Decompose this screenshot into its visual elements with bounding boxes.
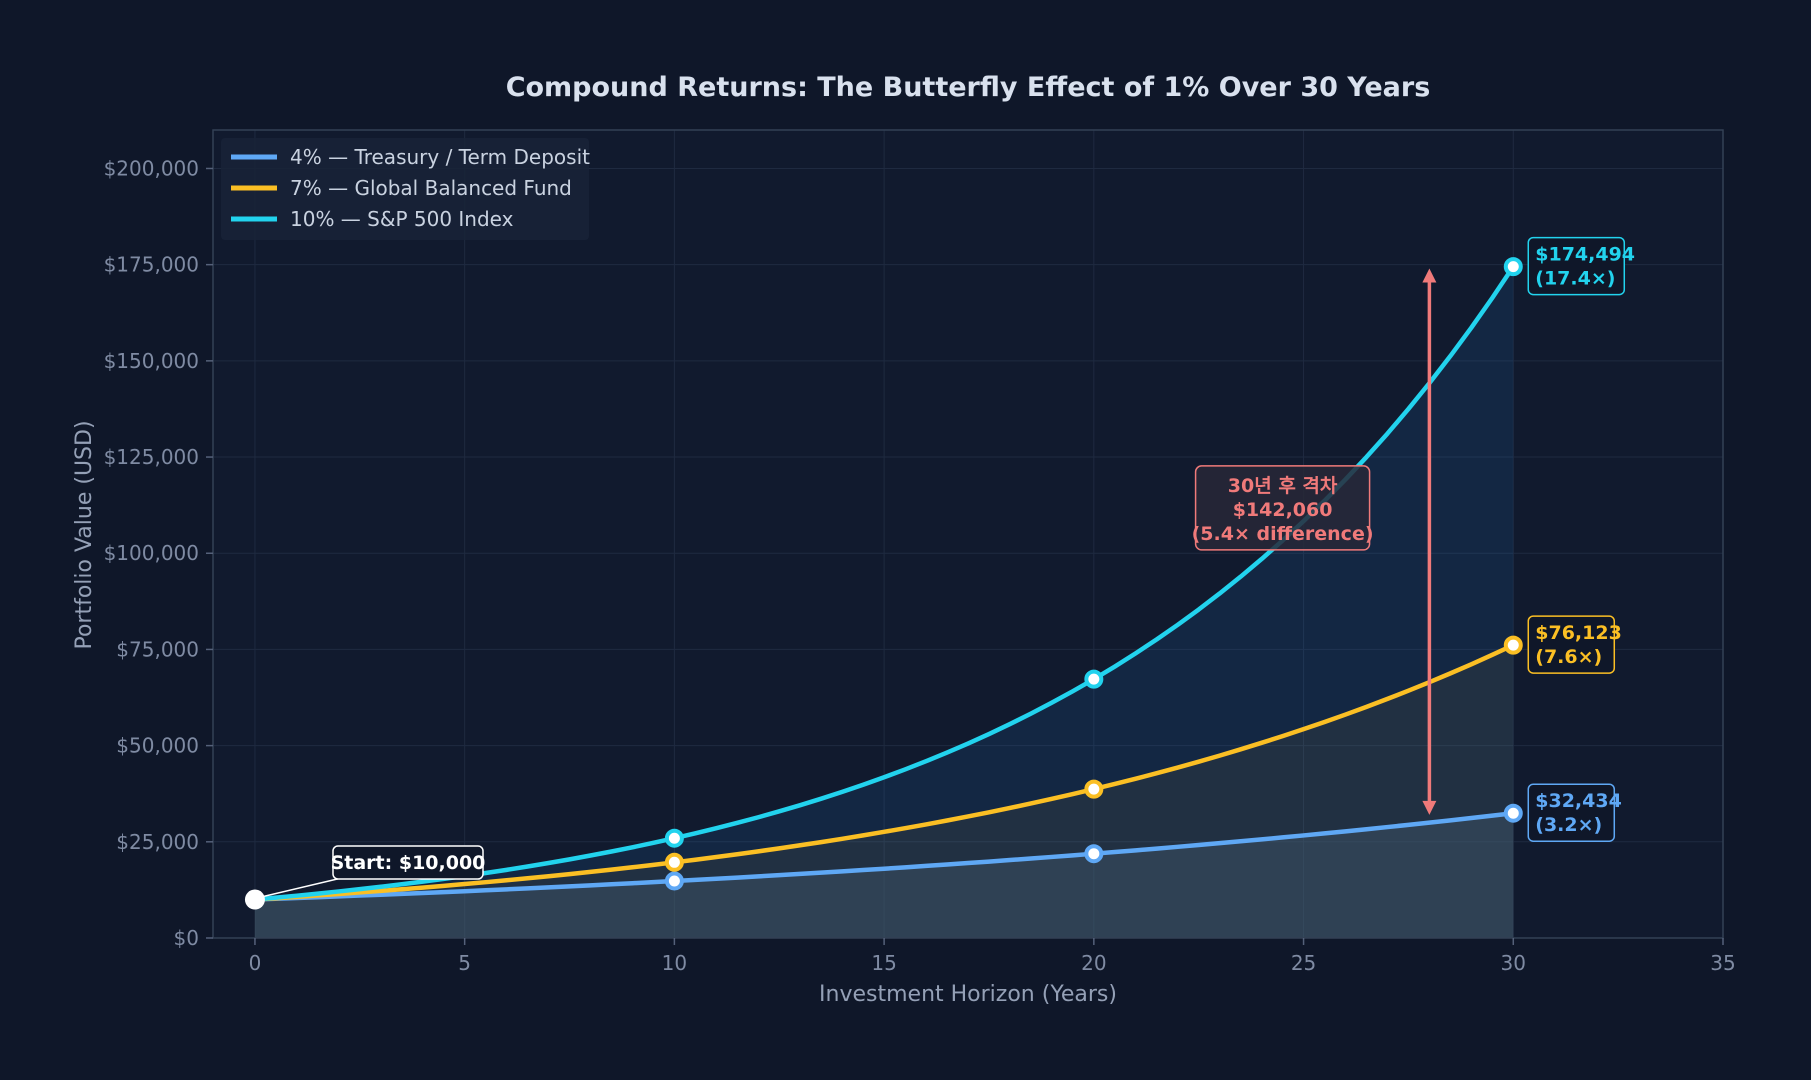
end-label-box-3 [1527, 236, 1626, 296]
end-multiple-label: (17.4×) [1535, 268, 1615, 290]
plot-frame [212, 129, 1724, 939]
series-marker [1084, 844, 1104, 864]
y-tick-label: $0 [174, 926, 199, 950]
start-label-box [332, 845, 484, 880]
end-value-label: $32,434 [1535, 790, 1622, 812]
y-tick-label: $25,000 [116, 830, 199, 854]
series-marker [664, 828, 684, 848]
legend-box [221, 138, 589, 240]
x-tick-label: 5 [458, 951, 471, 975]
x-tick-label: 25 [1291, 951, 1316, 975]
end-label-box-1 [1527, 783, 1616, 842]
legend-label: 7% — Global Balanced Fund [290, 176, 572, 200]
area-fill-1 [254, 813, 1514, 938]
area-fill-3 [254, 266, 1514, 938]
end-value-label: $174,494 [1535, 244, 1635, 266]
gap-arrow-head-top [1422, 268, 1437, 283]
y-tick-label: $100,000 [104, 541, 199, 565]
series-marker [1084, 779, 1104, 799]
series-marker [1503, 257, 1523, 277]
x-axis-label: Investment Horizon (Years) [819, 982, 1117, 1007]
series-marker [1084, 669, 1104, 689]
x-tick-label: 15 [871, 951, 896, 975]
gap-arrow-head-bottom [1422, 800, 1437, 815]
series-line-1 [252, 810, 1516, 902]
area-fill-2 [254, 645, 1514, 938]
start-leader-line [258, 875, 351, 899]
y-tick-label: $50,000 [116, 734, 199, 758]
x-tick-label: 35 [1710, 951, 1735, 975]
y-tick-label: $75,000 [116, 637, 199, 661]
gap-annotation-line: 30년 후 격차 [1228, 475, 1338, 497]
end-multiple-label: (3.2×) [1535, 814, 1602, 836]
series-line-2 [252, 642, 1516, 902]
y-tick-label: $200,000 [104, 156, 199, 180]
y-axis-label: Portfolio Value (USD) [72, 420, 97, 649]
x-tick-label: 10 [662, 951, 687, 975]
chart-title: Compound Returns: The Butterfly Effect o… [506, 72, 1431, 103]
series-marker [664, 852, 684, 872]
gap-annotation-line: $142,060 [1233, 499, 1333, 521]
legend: 4% — Treasury / Term Deposit 7% — Global … [221, 138, 590, 240]
x-tick-label: 0 [249, 951, 262, 975]
legend-label: 10% — S&P 500 Index [290, 207, 514, 231]
y-tick-label: $125,000 [104, 445, 199, 469]
series-marker [1503, 803, 1523, 823]
series-marker [664, 871, 684, 891]
end-value-label: $76,123 [1535, 622, 1622, 644]
gap-annotation-box [1194, 465, 1371, 551]
start-label: Start: $10,000 [331, 852, 486, 874]
y-tick-label: $150,000 [104, 349, 199, 373]
end-label-box-2 [1527, 615, 1616, 674]
x-tick-label: 30 [1501, 951, 1526, 975]
start-point-marker [244, 889, 265, 910]
series-marker [1503, 635, 1523, 655]
end-multiple-label: (7.6×) [1535, 646, 1602, 668]
x-tick-label: 20 [1081, 951, 1106, 975]
gap-annotation-line: (5.4× difference) [1192, 523, 1374, 545]
legend-label: 4% — Treasury / Term Deposit [290, 145, 590, 169]
y-tick-label: $175,000 [104, 253, 199, 277]
